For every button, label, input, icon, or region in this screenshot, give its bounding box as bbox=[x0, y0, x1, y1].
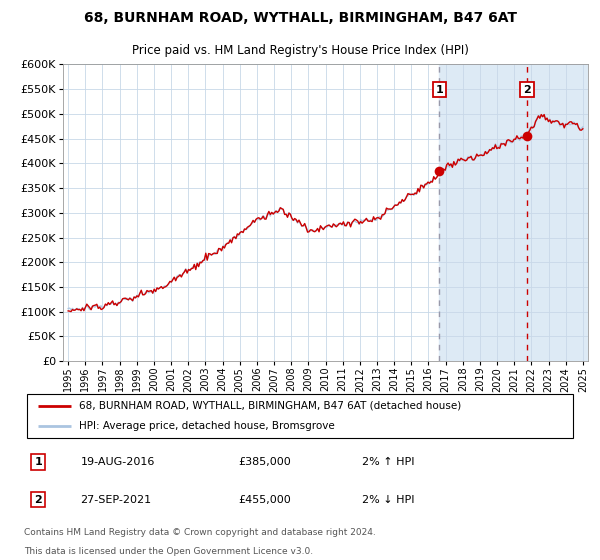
Text: 1: 1 bbox=[436, 85, 443, 95]
Text: Price paid vs. HM Land Registry's House Price Index (HPI): Price paid vs. HM Land Registry's House … bbox=[131, 44, 469, 57]
Text: This data is licensed under the Open Government Licence v3.0.: This data is licensed under the Open Gov… bbox=[24, 547, 313, 556]
Text: £385,000: £385,000 bbox=[238, 457, 291, 467]
Text: 2: 2 bbox=[34, 494, 42, 505]
Text: 2% ↓ HPI: 2% ↓ HPI bbox=[362, 494, 415, 505]
Text: 68, BURNHAM ROAD, WYTHALL, BIRMINGHAM, B47 6AT (detached house): 68, BURNHAM ROAD, WYTHALL, BIRMINGHAM, B… bbox=[79, 401, 461, 411]
Text: HPI: Average price, detached house, Bromsgrove: HPI: Average price, detached house, Brom… bbox=[79, 421, 335, 431]
Text: 68, BURNHAM ROAD, WYTHALL, BIRMINGHAM, B47 6AT: 68, BURNHAM ROAD, WYTHALL, BIRMINGHAM, B… bbox=[83, 11, 517, 25]
Bar bbox=[439, 64, 592, 361]
Text: 2% ↑ HPI: 2% ↑ HPI bbox=[362, 457, 415, 467]
FancyBboxPatch shape bbox=[27, 394, 573, 438]
Text: 19-AUG-2016: 19-AUG-2016 bbox=[80, 457, 155, 467]
Text: 1: 1 bbox=[34, 457, 42, 467]
Text: 27-SEP-2021: 27-SEP-2021 bbox=[80, 494, 152, 505]
Text: Contains HM Land Registry data © Crown copyright and database right 2024.: Contains HM Land Registry data © Crown c… bbox=[24, 528, 376, 537]
Text: 2: 2 bbox=[523, 85, 531, 95]
Text: £455,000: £455,000 bbox=[238, 494, 291, 505]
